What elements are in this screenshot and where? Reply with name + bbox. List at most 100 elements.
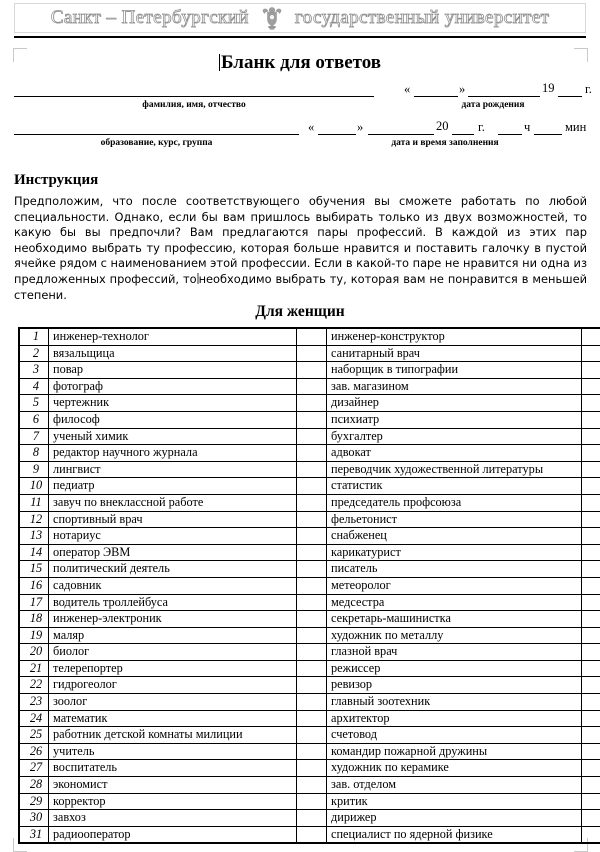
checkbox-cell-a[interactable] <box>296 377 327 396</box>
table-row: 7 ученый химик бухгалтер <box>18 427 600 446</box>
profession-option-b: секретарь-машинистка <box>326 610 582 628</box>
education-input-line[interactable] <box>14 122 299 135</box>
checkbox-cell-b[interactable] <box>581 643 600 661</box>
profession-option-a: инженер-технолог <box>48 327 297 346</box>
fill-quote-open: « <box>308 120 315 134</box>
checkbox-cell-a[interactable] <box>296 493 327 512</box>
profession-option-a: лингвист <box>48 460 297 479</box>
checkbox-cell-a[interactable] <box>296 410 327 429</box>
checkbox-cell-b[interactable] <box>581 726 600 744</box>
checkbox-cell-b[interactable] <box>581 709 600 728</box>
identity-row-personal: « » 19 г. фамилия, имя, отчество дата ро… <box>0 81 600 111</box>
checkbox-cell-a[interactable] <box>296 510 327 529</box>
checkbox-cell-a[interactable] <box>296 659 327 678</box>
checkbox-cell-a[interactable] <box>296 809 327 827</box>
profession-option-a: биолог <box>48 643 297 661</box>
checkbox-cell-b[interactable] <box>581 327 600 346</box>
checkbox-cell-b[interactable] <box>581 610 600 628</box>
profession-option-b: счетовод <box>326 726 582 744</box>
checkbox-cell-b[interactable] <box>581 825 600 844</box>
checkbox-cell-b[interactable] <box>581 576 600 595</box>
fill-day-input[interactable] <box>318 122 356 135</box>
checkbox-cell-b[interactable] <box>581 593 600 612</box>
fill-month-input[interactable] <box>368 122 434 135</box>
checkbox-cell-b[interactable] <box>581 742 600 761</box>
checkbox-cell-b[interactable] <box>581 394 600 412</box>
checkbox-cell-b[interactable] <box>581 510 600 529</box>
checkbox-cell-b[interactable] <box>581 809 600 827</box>
checkbox-cell-b[interactable] <box>581 444 600 462</box>
checkbox-cell-b[interactable] <box>581 792 600 811</box>
checkbox-cell-a[interactable] <box>296 361 327 379</box>
instruction-heading: Инструкция <box>14 172 99 188</box>
checkbox-cell-b[interactable] <box>581 410 600 429</box>
fill-hour-input[interactable] <box>498 122 522 135</box>
checkbox-cell-b[interactable] <box>581 626 600 645</box>
checkbox-cell-a[interactable] <box>296 444 327 462</box>
checkbox-cell-a[interactable] <box>296 576 327 595</box>
profession-option-a: садовник <box>48 576 297 595</box>
checkbox-cell-b[interactable] <box>581 659 600 678</box>
row-number: 5 <box>18 394 49 412</box>
checkbox-cell-b[interactable] <box>581 776 600 794</box>
checkbox-cell-a[interactable] <box>296 742 327 761</box>
birth-quote-close: » <box>459 82 466 96</box>
checkbox-cell-a[interactable] <box>296 726 327 744</box>
checkbox-cell-b[interactable] <box>581 759 600 778</box>
checkbox-cell-a[interactable] <box>296 344 327 363</box>
table-row: 25 работник детской комнаты милиции счетов… <box>18 726 600 744</box>
fill-minute-input[interactable] <box>534 122 562 135</box>
checkbox-cell-b[interactable] <box>581 560 600 578</box>
checkbox-cell-a[interactable] <box>296 477 327 495</box>
checkbox-cell-a[interactable] <box>296 792 327 811</box>
checkbox-cell-a[interactable] <box>296 825 327 844</box>
checkbox-cell-a[interactable] <box>296 610 327 628</box>
checkbox-cell-a[interactable] <box>296 693 327 711</box>
checkbox-cell-a[interactable] <box>296 427 327 446</box>
checkbox-cell-b[interactable] <box>581 543 600 562</box>
row-number: 1 <box>18 327 49 346</box>
fill-quote-close: » <box>357 120 364 134</box>
name-input-line[interactable] <box>14 84 374 97</box>
profession-option-b: глазной врач <box>326 643 582 661</box>
checkbox-cell-b[interactable] <box>581 693 600 711</box>
fill-year-input[interactable] <box>452 122 474 135</box>
checkbox-cell-a[interactable] <box>296 626 327 645</box>
birth-year-input[interactable] <box>558 84 582 97</box>
checkbox-cell-a[interactable] <box>296 394 327 412</box>
checkbox-cell-a[interactable] <box>296 543 327 562</box>
profession-option-a: корректор <box>48 792 297 811</box>
crop-mark-top-right <box>574 48 588 62</box>
checkbox-cell-a[interactable] <box>296 676 327 695</box>
row-number: 18 <box>18 610 49 628</box>
checkbox-cell-b[interactable] <box>581 676 600 695</box>
row-number: 27 <box>18 759 49 778</box>
checkbox-cell-b[interactable] <box>581 361 600 379</box>
checkbox-cell-a[interactable] <box>296 776 327 794</box>
row-number: 6 <box>18 410 49 429</box>
checkbox-cell-a[interactable] <box>296 560 327 578</box>
checkbox-cell-b[interactable] <box>581 527 600 545</box>
checkbox-cell-b[interactable] <box>581 377 600 396</box>
checkbox-cell-a[interactable] <box>296 593 327 612</box>
checkbox-cell-b[interactable] <box>581 344 600 363</box>
checkbox-cell-b[interactable] <box>581 493 600 512</box>
birth-day-input[interactable] <box>414 84 458 97</box>
checkbox-cell-b[interactable] <box>581 477 600 495</box>
checkbox-cell-a[interactable] <box>296 709 327 728</box>
checkbox-cell-a[interactable] <box>296 327 327 346</box>
checkbox-cell-b[interactable] <box>581 427 600 446</box>
profession-option-b: художник по металлу <box>326 626 582 645</box>
birth-month-input[interactable] <box>468 84 540 97</box>
table-row: 22 гидрогеолог ревизор <box>18 676 600 695</box>
row-number: 11 <box>18 493 49 512</box>
checkbox-cell-a[interactable] <box>296 643 327 661</box>
table-row: 20 биолог глазной врач <box>18 643 600 661</box>
profession-option-b: главный зоотехник <box>326 693 582 711</box>
checkbox-cell-b[interactable] <box>581 460 600 479</box>
profession-option-a: политический деятель <box>48 560 297 578</box>
checkbox-cell-a[interactable] <box>296 527 327 545</box>
checkbox-cell-a[interactable] <box>296 759 327 778</box>
profession-option-b: карикатурист <box>326 543 582 562</box>
checkbox-cell-a[interactable] <box>296 460 327 479</box>
